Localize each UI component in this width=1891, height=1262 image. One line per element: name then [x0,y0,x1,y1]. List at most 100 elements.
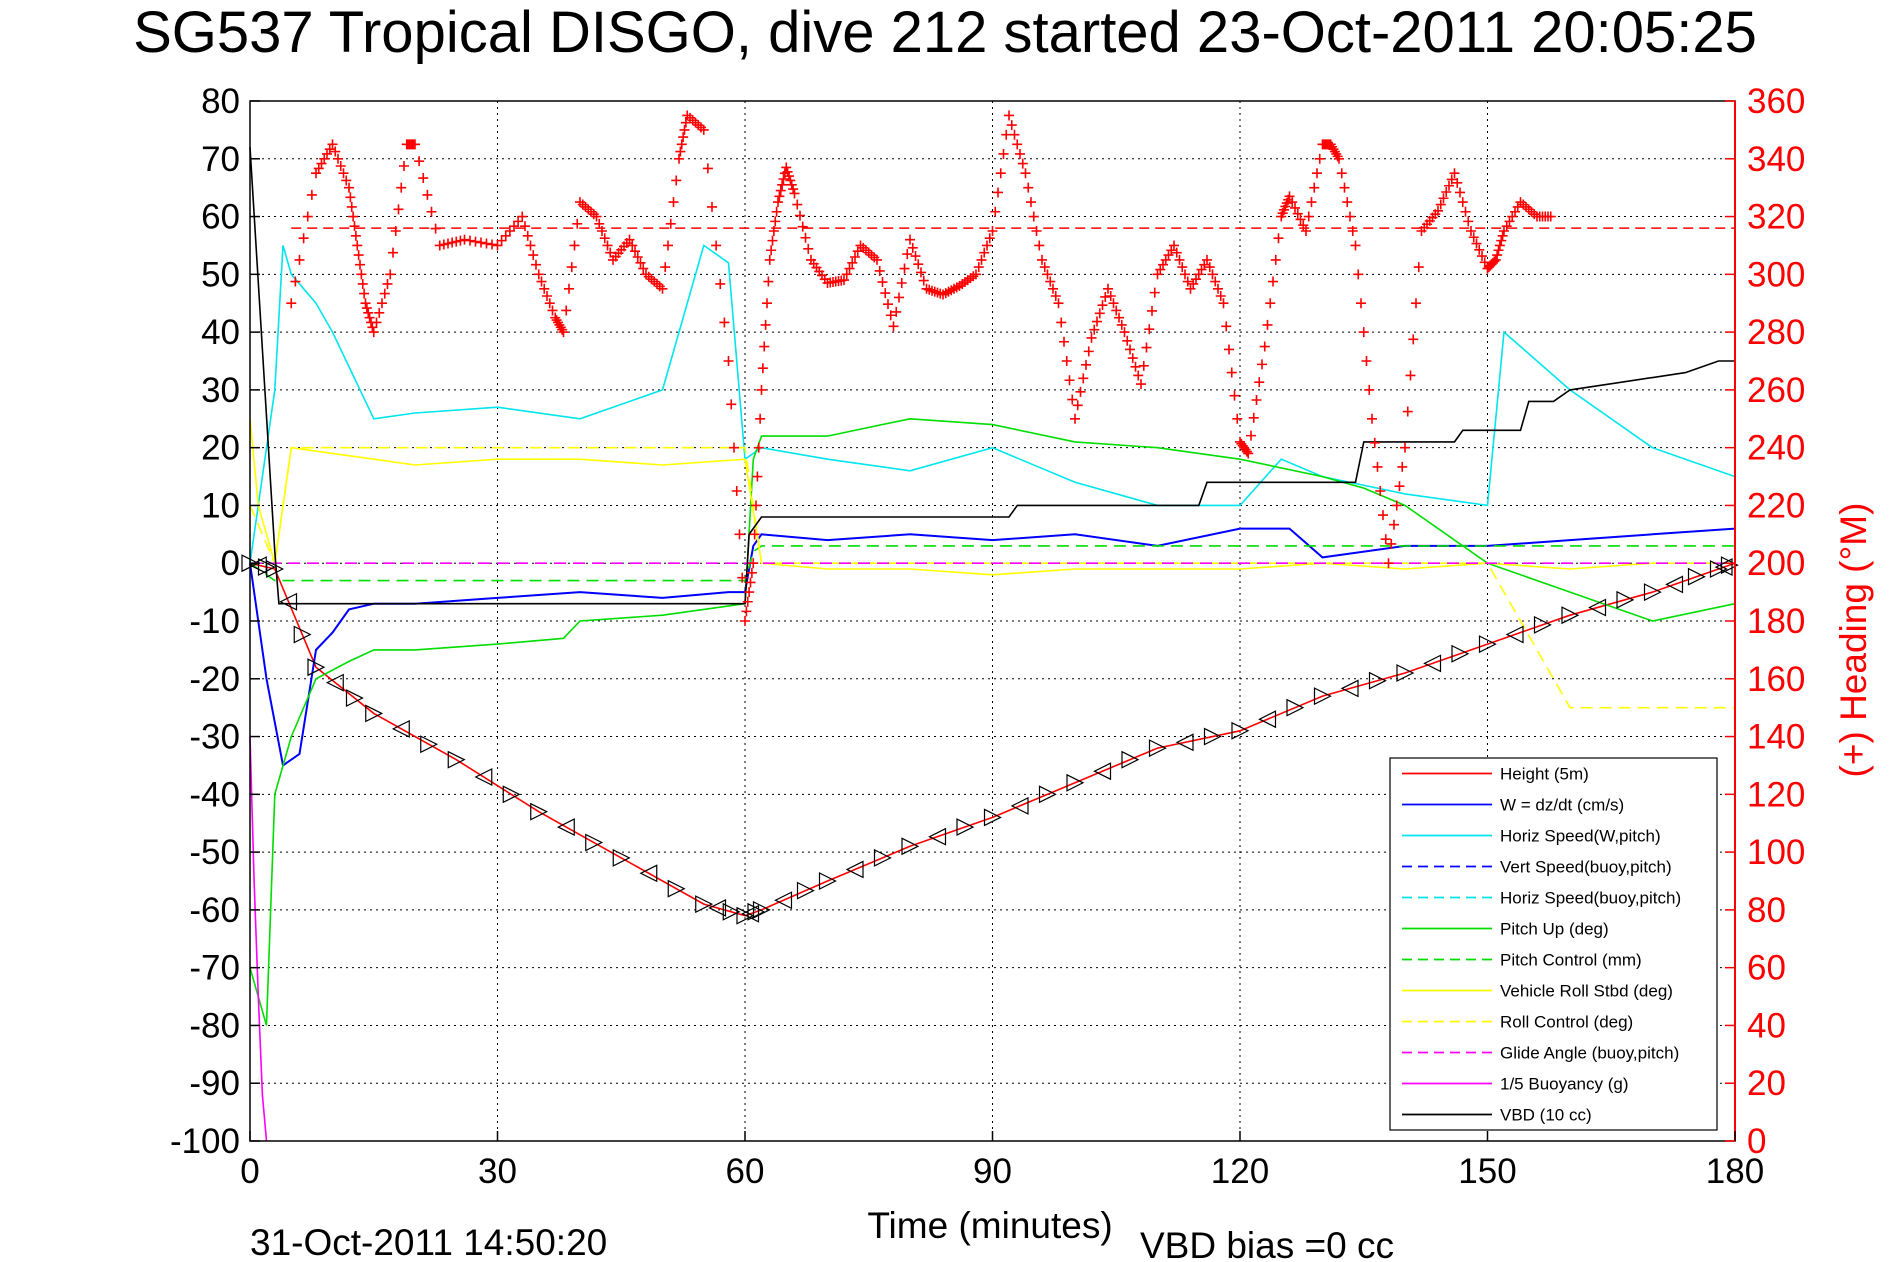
heading-point [899,263,910,274]
heading-point [1026,197,1036,208]
heading-point [781,162,792,173]
y-tick-label: -60 [189,891,240,930]
y-tick-label: -40 [189,775,240,814]
y-tick-label: 50 [201,255,240,294]
heading-point [755,413,766,424]
heading-point [778,174,789,184]
heading-point [1119,327,1130,338]
heading-point [1105,291,1116,301]
heading-point [756,384,767,395]
heading-point [1466,226,1476,236]
heading-point [1457,197,1468,208]
y-tick-label: 60 [201,198,240,237]
height-marker [1066,773,1085,792]
heading-point [760,319,771,330]
heading-point [470,236,481,247]
heading-tick-label: 200 [1747,544,1805,583]
x-tick-label: 0 [240,1152,259,1191]
legend-label: Vert Speed(buoy,pitch) [1500,858,1672,877]
heading-point [757,363,768,374]
heading-point [597,226,607,236]
heading-point [1039,262,1050,273]
height-marker [1286,698,1305,717]
heading-point [1298,220,1309,231]
heading-point [517,211,528,222]
height-marker [1396,664,1415,682]
heading-point [536,276,547,287]
heading-point [1356,298,1366,309]
height-marker [1231,721,1250,740]
height-marker [1313,687,1332,706]
height-marker [325,673,344,692]
heading-point [1295,214,1306,225]
heading-point [1149,287,1160,298]
heading-point [1226,367,1237,378]
heading-point [361,303,372,314]
y-tick-label: 20 [201,429,240,468]
heading-point [1397,461,1408,472]
heading-point [891,306,902,317]
heading-point [1460,206,1471,217]
heading-point [763,276,774,287]
heading-point [1127,353,1138,364]
heading-point [770,216,781,227]
height-marker [1093,762,1112,781]
heading-point [852,246,863,257]
height-marker [420,735,439,754]
heading-point [1413,262,1424,273]
height-marker [1038,785,1057,804]
heading-tick-label: 320 [1747,198,1805,237]
footer-date: 31-Oct-2011 14:50:20 [250,1222,607,1262]
height-marker [612,848,631,867]
heading-point [844,263,855,274]
heading-point [1301,226,1311,236]
heading-point [569,240,580,251]
height-marker [956,818,975,837]
heading-point [668,197,679,208]
heading-point [885,310,896,321]
heading-tick-label: 360 [1747,82,1805,121]
heading-point [1004,110,1014,121]
heading-point [785,175,796,186]
series-line-roll-control-deg [249,446,1735,709]
heading-point [348,211,359,222]
heading-point [764,254,775,265]
heading-point [774,191,785,202]
heading-point [1312,168,1322,179]
heading-point [1083,346,1094,357]
heading-point [784,171,794,182]
height-marker [708,898,727,917]
heading-point [1108,298,1119,309]
height-marker [1121,750,1140,769]
heading-point [737,572,748,583]
heading-point [1361,356,1372,366]
heading-point [1394,481,1405,492]
heading-point [979,247,990,258]
heading-point [987,226,998,236]
heading-point [566,262,577,273]
height-marker [293,625,312,644]
heading-point [1350,240,1361,251]
heading-tick-label: 260 [1747,371,1805,410]
heading-point [1378,510,1388,521]
heading-point [1097,300,1108,311]
heading-point [1248,412,1259,423]
heading-point [749,529,760,540]
series-line-pitch-control-mm [249,545,1735,582]
heading-point [741,606,752,617]
heading-point [788,184,799,195]
heading-point [679,124,690,135]
y-axis-ticks: 80 70 60 50 40 30 20 10 0 -10 -20 -30 -40 -50 -60 -70 -8… [170,82,260,1161]
heading-point [1089,324,1100,335]
heading-point [995,168,1006,179]
heading-point [371,317,382,328]
heading-point [410,139,420,150]
heading-point [349,221,360,232]
heading-point [522,230,533,241]
heading-point [1177,262,1188,273]
heading-point [1342,197,1353,208]
heading-point [990,206,1001,217]
heading-point [414,156,425,167]
legend-label: Glide Angle (buoy,pitch) [1500,1044,1679,1063]
